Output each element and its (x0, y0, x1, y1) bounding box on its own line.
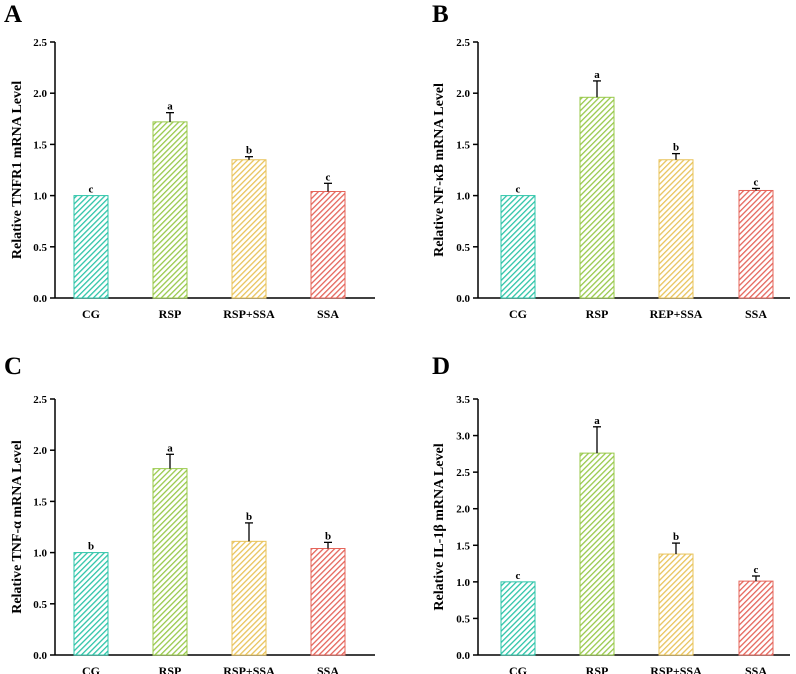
bar-rep-ssa (658, 159, 694, 299)
significance-letter: c (326, 171, 331, 183)
chart-panel-d: D 0.0 0.5 1.0 1.5 2.0 2.5 3.0 3.5 Relative IL-1β … (432, 353, 790, 674)
y-tick-label: 0.5 (456, 613, 470, 625)
bar-rsp (152, 121, 188, 299)
bar-cg (73, 195, 109, 299)
x-category-label: RSP+SSA (223, 307, 275, 321)
x-category-label: RSP (159, 664, 182, 674)
significance-letter: a (594, 69, 600, 81)
y-tick-label: 3.5 (456, 394, 470, 406)
y-tick-label: 2.0 (456, 88, 470, 100)
y-tick-label: 2.0 (33, 445, 47, 457)
x-category-label: RSP (159, 307, 182, 321)
bar-ssa (738, 580, 774, 656)
y-tick-label: 2.5 (456, 467, 470, 479)
y-tick-label: 0.0 (456, 293, 470, 305)
y-axis-label: Relative NF-κB mRNA Level (432, 83, 447, 257)
y-tick-label: 0.5 (33, 242, 47, 254)
significance-letter: b (673, 531, 679, 543)
chart-panel-b: B 0.0 0.5 1.0 1.5 2.0 2.5 Relative NF-κB mRNA L… (432, 1, 790, 321)
x-category-label: RSP (586, 664, 609, 674)
x-category-label: RSP+SSA (223, 664, 275, 674)
bar-ssa (310, 548, 346, 656)
x-category-label: CG (509, 307, 527, 321)
chart-panel-a: A 0.0 0.5 1.0 1.5 2.0 2.5 Relative TNFR1 mRNA L… (4, 1, 375, 321)
bar-rsp (579, 96, 615, 299)
y-tick-label: 2.5 (456, 37, 470, 49)
y-tick-label: 1.0 (456, 191, 470, 203)
significance-letter: b (673, 142, 679, 154)
x-category-label: SSA (317, 664, 339, 674)
y-tick-label: 0.0 (456, 650, 470, 662)
significance-letter: b (246, 511, 252, 523)
y-axis-label: Relative TNFR1 mRNA Level (10, 81, 25, 259)
significance-letter: c (516, 570, 521, 582)
x-category-label: RSP (586, 307, 609, 321)
bar-rsp-ssa (231, 540, 267, 656)
x-category-label: REP+SSA (650, 307, 703, 321)
significance-letter: c (754, 564, 759, 576)
bar-rsp (579, 452, 615, 656)
significance-letter: b (325, 530, 331, 542)
bar-rsp-ssa (658, 553, 694, 656)
x-category-label: RSP+SSA (650, 664, 702, 674)
bar-ssa (738, 189, 774, 299)
panel-letter: D (432, 353, 450, 380)
significance-letter: b (88, 541, 94, 553)
significance-letter: c (516, 184, 521, 196)
chart-panel-c: C 0.0 0.5 1.0 1.5 2.0 2.5 Relative TNF-α mRNA L… (4, 353, 375, 674)
y-axis-label: Relative TNF-α mRNA Level (10, 440, 25, 614)
y-tick-label: 2.5 (33, 37, 47, 49)
y-tick-label: 1.5 (33, 139, 47, 151)
y-tick-label: 1.5 (33, 496, 47, 508)
x-category-label: CG (82, 307, 100, 321)
bar-ssa (310, 191, 346, 299)
x-category-label: SSA (745, 307, 767, 321)
significance-letter: c (89, 184, 94, 196)
y-tick-label: 1.0 (456, 577, 470, 589)
x-category-label: SSA (745, 664, 767, 674)
bar-cg (73, 552, 109, 656)
y-tick-label: 1.0 (33, 191, 47, 203)
significance-letter: a (167, 442, 173, 454)
bar-cg (500, 581, 536, 656)
panel-letter: A (4, 1, 22, 28)
panel-letter: B (432, 1, 449, 28)
significance-letter: a (594, 415, 600, 427)
bar-rsp (152, 468, 188, 656)
significance-letter: a (167, 101, 173, 113)
y-tick-label: 2.5 (33, 394, 47, 406)
y-tick-label: 0.0 (33, 293, 47, 305)
x-category-label: CG (82, 664, 100, 674)
y-tick-label: 2.0 (33, 88, 47, 100)
y-tick-label: 2.0 (456, 504, 470, 516)
x-category-label: SSA (317, 307, 339, 321)
significance-letter: c (754, 176, 759, 188)
panel-letter: C (4, 353, 22, 380)
y-tick-label: 1.5 (456, 540, 470, 552)
y-tick-label: 3.0 (456, 431, 470, 443)
y-tick-label: 0.5 (456, 242, 470, 254)
y-axis-label: Relative IL-1β mRNA Level (432, 443, 447, 610)
y-tick-label: 0.0 (33, 650, 47, 662)
y-tick-label: 1.5 (456, 139, 470, 151)
x-category-label: CG (509, 664, 527, 674)
bar-rsp-ssa (231, 159, 267, 299)
y-tick-label: 1.0 (33, 548, 47, 560)
bar-cg (500, 195, 536, 299)
significance-letter: b (246, 145, 252, 157)
y-tick-label: 0.5 (33, 599, 47, 611)
